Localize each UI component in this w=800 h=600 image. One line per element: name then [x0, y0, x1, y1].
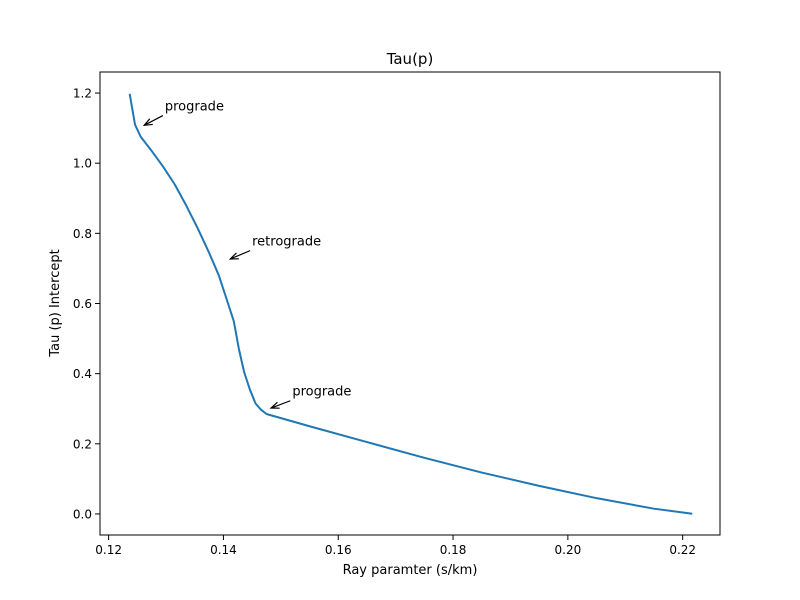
chart-title: Tau(p) — [386, 50, 434, 68]
annotation-arrow-head — [269, 401, 280, 409]
annotation-label: retrograde — [252, 235, 321, 250]
series-line-0 — [128, 93, 693, 515]
plot-area: 0.12 0.14 0.16 0.18 0.20 0.22 0.0 0.2 0.4 0.6 0.8 1… — [73, 71, 721, 557]
annotation-label: prograde — [292, 385, 351, 400]
annotation-arrow-shaft — [230, 250, 251, 260]
x-tick-label: 0.14 — [210, 543, 237, 557]
y-tick-label: 1.0 — [73, 157, 92, 171]
x-tick-label: 0.12 — [95, 543, 122, 557]
x-tick-label: 0.16 — [325, 543, 352, 557]
x-axis-label: Ray paramter (s/km) — [343, 563, 478, 578]
y-axis-label: Tau (p) Intercept — [48, 249, 63, 357]
annotation-arrow-head — [142, 118, 153, 127]
y-tick-label: 0.2 — [73, 437, 92, 451]
annotation-arrow-shaft — [143, 115, 164, 126]
y-tick-label: 0.6 — [73, 297, 92, 311]
y-tick-label: 0.0 — [73, 507, 92, 521]
y-tick-label: 0.8 — [73, 227, 92, 241]
annotation-label: prograde — [165, 100, 224, 115]
y-tick-label: 0.4 — [73, 367, 92, 381]
x-tick-label: 0.18 — [440, 543, 467, 557]
annotation-arrow-shaft — [270, 400, 291, 409]
annotation-arrow-head — [228, 252, 239, 260]
x-tick-label: 0.20 — [555, 543, 582, 557]
y-tick-label: 1.2 — [73, 87, 92, 101]
x-tick-label: 0.22 — [669, 543, 696, 557]
